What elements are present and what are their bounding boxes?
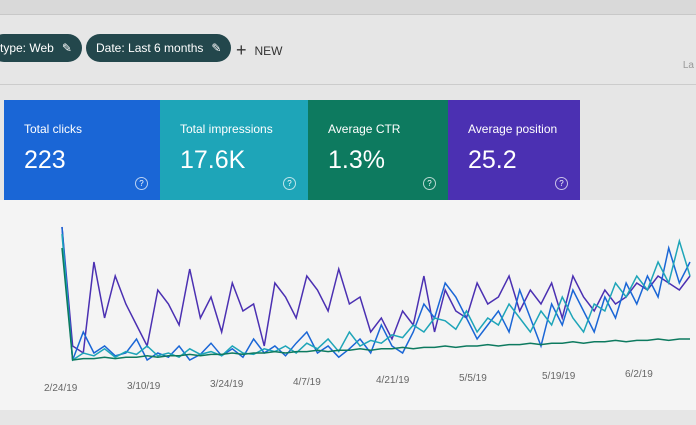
- x-tick-label: 5/19/19: [542, 371, 576, 382]
- last-updated-text: La: [682, 60, 694, 71]
- performance-chart: [0, 200, 696, 410]
- card-label: Average position: [468, 122, 558, 136]
- help-icon[interactable]: ?: [283, 177, 296, 190]
- series-line-0: [61, 226, 691, 355]
- card-total-impressions[interactable]: Total impressions 17.6K?: [160, 100, 308, 200]
- pencil-icon[interactable]: ✎: [61, 41, 72, 55]
- filter-chip-date[interactable]: Date: Last 6 months ✎: [86, 34, 232, 62]
- pencil-icon[interactable]: ✎: [211, 41, 222, 55]
- card-average-ctr[interactable]: Average CTR 1.3%?: [308, 100, 448, 200]
- series-line-3: [61, 247, 690, 361]
- window-top-bar: [0, 0, 696, 15]
- card-value: 223: [24, 146, 66, 174]
- card-value: 1.3%: [328, 146, 385, 174]
- divider: [0, 84, 696, 85]
- series-line-1: [61, 226, 691, 362]
- plus-icon: +: [236, 40, 247, 60]
- card-value: 25.2: [468, 146, 517, 174]
- x-tick-label: 2/24/19: [44, 383, 78, 394]
- filter-chip-type[interactable]: type: Web ✎: [0, 34, 82, 62]
- series-line-2: [61, 233, 691, 362]
- x-tick-label: 3/24/19: [210, 379, 244, 390]
- help-icon[interactable]: ?: [135, 177, 148, 190]
- card-label: Average CTR: [328, 122, 401, 136]
- card-label: Total impressions: [180, 122, 273, 136]
- new-label: NEW: [254, 43, 283, 58]
- help-icon[interactable]: ?: [423, 177, 436, 190]
- filter-label: type: Web: [0, 41, 54, 55]
- x-tick-label: 4/21/19: [376, 375, 410, 386]
- x-tick-label: 3/10/19: [127, 381, 161, 392]
- x-tick-label: 4/7/19: [293, 377, 321, 388]
- help-icon[interactable]: ?: [555, 177, 568, 190]
- card-value: 17.6K: [180, 146, 246, 174]
- filter-label: Date: Last 6 months: [96, 41, 204, 55]
- card-average-position[interactable]: Average position 25.2?: [448, 100, 580, 200]
- x-tick-label: 6/2/19: [625, 369, 653, 380]
- card-label: Total clicks: [24, 122, 83, 136]
- new-filter-button[interactable]: + NEW: [236, 40, 283, 61]
- x-tick-label: 5/5/19: [459, 373, 487, 384]
- card-total-clicks[interactable]: Total clicks 223?: [4, 100, 160, 200]
